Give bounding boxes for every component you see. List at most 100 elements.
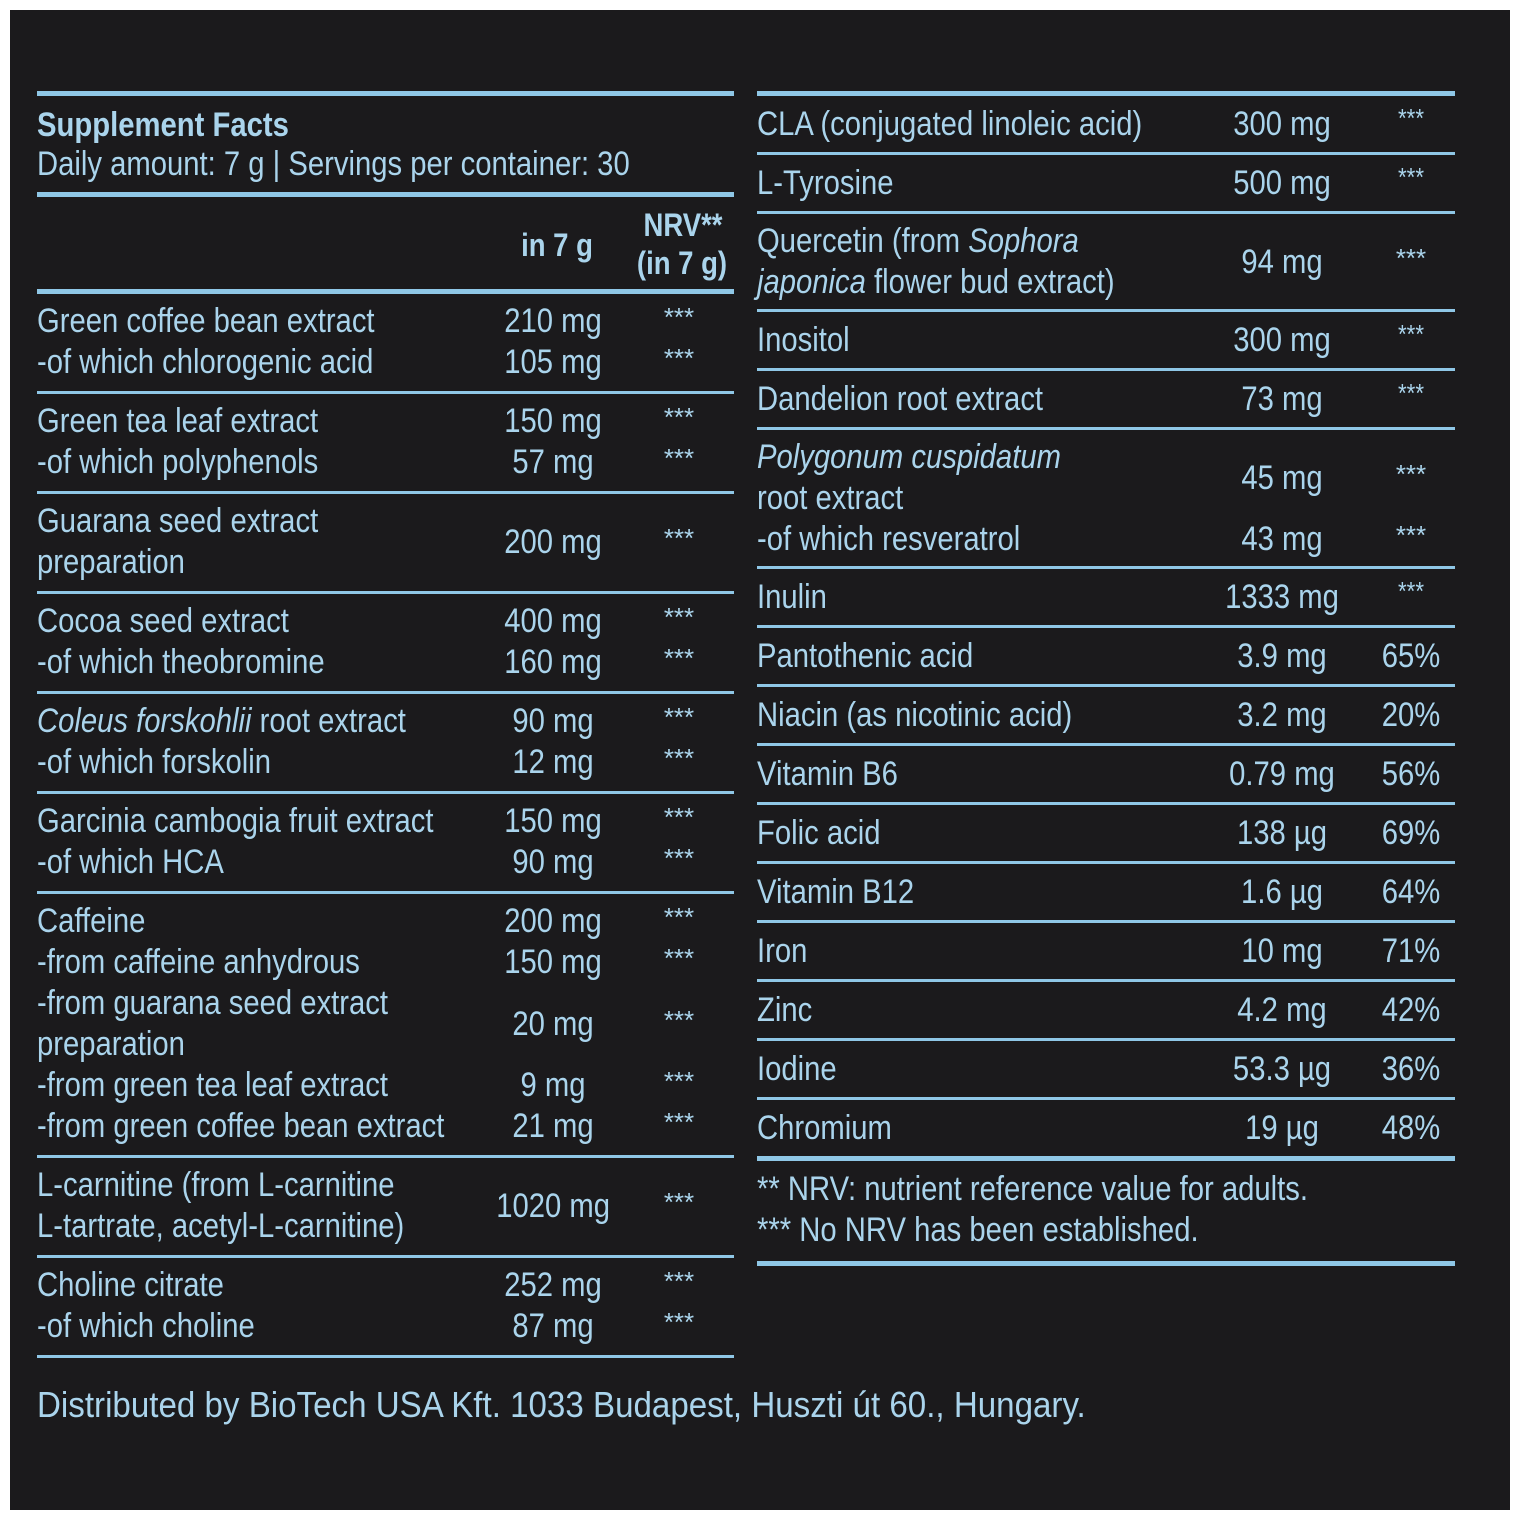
facts-subtitle: Daily amount: 7 g | Servings per contain… <box>37 145 630 183</box>
ingredient-amount: 200 mg <box>504 902 602 940</box>
right-ingredient-list: CLA (conjugated linoleic acid) 300 mg *** L… <box>757 96 1455 1156</box>
ingredient-name-italic: Polygonum cuspidatum <box>757 438 1061 476</box>
ingredient-amount: 53.3 µg <box>1232 1050 1332 1088</box>
ingredient-amount: 57 mg <box>512 443 594 481</box>
ingredient-line: Choline citrate 252 mg *** <box>37 1265 734 1306</box>
ingredient-amount: 210 mg <box>504 302 602 340</box>
ingredient-nrv: *** <box>663 443 695 473</box>
ingredient-name: Caffeine <box>37 902 146 940</box>
row-rule <box>757 368 1455 371</box>
row-rule <box>757 920 1455 923</box>
ingredient-name: Chromium <box>757 1109 892 1147</box>
group-rule <box>37 591 734 594</box>
ingredient-name-text: root extract <box>251 702 406 740</box>
right-column: CLA (conjugated linoleic acid) 300 mg *** L… <box>757 91 1455 1266</box>
ingredient-amount: 105 mg <box>504 343 602 381</box>
ingredient-nrv: *** <box>663 402 695 432</box>
ingredient-name: -from guarana seed extract <box>37 984 389 1022</box>
ingredient-line: -from caffeine anhydrous 150 mg *** <box>37 942 734 983</box>
ingredient-nrv: *** <box>1395 520 1427 550</box>
row-rule <box>757 566 1455 569</box>
ingredient-nrv: *** <box>663 1005 695 1035</box>
ingredient-line: -of which forskolin 12 mg *** <box>37 742 734 783</box>
ingredient-group: L-carnitine (from L-carnitine L-tartrate,… <box>37 1158 734 1255</box>
ingredient-name: CLA (conjugated linoleic acid) <box>757 105 1143 143</box>
ingredient-amount: 20 mg <box>512 1005 594 1043</box>
group-rule <box>37 1155 734 1158</box>
ingredient-name: -of which choline <box>37 1307 255 1345</box>
ingredient-amount: 3.9 mg <box>1237 637 1327 675</box>
ingredient-amount: 90 mg <box>512 843 594 881</box>
ingredient-name-text: Quercetin (from <box>757 222 969 260</box>
ingredient-row: Iodine 53.3 µg 36% <box>757 1041 1455 1097</box>
row-rule <box>757 211 1455 214</box>
ingredient-name: Inulin <box>757 578 827 616</box>
ingredient-name: Zinc <box>757 991 813 1029</box>
ingredient-amount: 300 mg <box>1233 105 1331 143</box>
row-rule <box>757 152 1455 155</box>
group-rule <box>37 1255 734 1258</box>
footnote-line: ** NRV: nutrient reference value for adu… <box>757 1170 1308 1208</box>
column-header: in 7 g NRV** (in 7 g) <box>37 197 734 289</box>
ingredient-name: L-Tyrosine <box>757 164 894 202</box>
ingredient-row: Chromium 19 µg 48% <box>757 1100 1455 1156</box>
ingredient-nrv: *** <box>1395 459 1427 489</box>
ingredient-name: Dandelion root extract <box>757 380 1044 418</box>
ingredient-name: -from green coffee bean extract <box>37 1107 445 1145</box>
ingredient-name: Cocoa seed extract <box>37 602 289 640</box>
row-rule <box>757 625 1455 628</box>
group-rule <box>37 691 734 694</box>
ingredient-nrv: 64% <box>1381 873 1441 911</box>
ingredient-amount: 19 µg <box>1245 1109 1319 1147</box>
group-rule <box>37 891 734 894</box>
ingredient-name: Garcinia cambogia fruit extract <box>37 802 434 840</box>
ingredient-group: Garcinia cambogia fruit extract 150 mg ***… <box>37 794 734 891</box>
ingredient-group: Quercetin (from Sophora japonica flower b… <box>757 214 1455 309</box>
row-rule <box>757 861 1455 864</box>
ingredient-name: Quercetin (from Sophora <box>757 221 1079 262</box>
ingredient-line: L-carnitine (from L-carnitine <box>37 1165 734 1206</box>
ingredient-name: Vitamin B6 <box>757 755 898 793</box>
ingredient-amount: 150 mg <box>504 802 602 840</box>
ingredient-nrv: *** <box>663 1187 695 1217</box>
row-rule <box>757 802 1455 805</box>
ingredient-line: -of which polyphenols 57 mg *** <box>37 442 734 483</box>
ingredient-name: L-tartrate, acetyl-L-carnitine) <box>37 1207 405 1245</box>
ingredient-row: L-Tyrosine 500 mg *** <box>757 155 1455 211</box>
ingredient-amount: 200 mg <box>504 523 602 561</box>
ingredient-group: Coleus forskohlii root extract 90 mg *** -o… <box>37 694 734 791</box>
ingredient-name: root extract <box>757 479 904 517</box>
row-rule <box>757 684 1455 687</box>
ingredient-nrv: 71% <box>1381 932 1441 970</box>
ingredient-row: Pantothenic acid 3.9 mg 65% <box>757 628 1455 684</box>
ingredient-group: Green tea leaf extract 150 mg *** -of which… <box>37 394 734 491</box>
group-rule <box>37 791 734 794</box>
nrv-header-line1: NRV** <box>643 207 723 243</box>
ingredient-amount: 21 mg <box>512 1107 594 1145</box>
ingredient-amount: 3.2 mg <box>1237 696 1327 734</box>
header-rule <box>37 192 734 197</box>
ingredient-name: Iodine <box>757 1050 837 1088</box>
ingredient-nrv: *** <box>663 643 695 673</box>
row-rule <box>757 309 1455 312</box>
ingredient-amount: 43 mg <box>1241 520 1323 558</box>
group-rule <box>37 1355 734 1358</box>
ingredient-name: -of which HCA <box>37 843 224 881</box>
ingredient-amount: 12 mg <box>512 743 594 781</box>
ingredient-name: Coleus forskohlii root extract <box>37 701 406 742</box>
ingredient-row: Vitamin B6 0.79 mg 56% <box>757 746 1455 802</box>
right-top-rule <box>757 91 1455 96</box>
ingredient-nrv: *** <box>663 943 695 973</box>
ingredient-amount: 150 mg <box>504 402 602 440</box>
ingredient-nrv: *** <box>1397 576 1425 606</box>
ingredient-line: Green coffee bean extract 210 mg *** <box>37 301 734 342</box>
top-rule <box>37 91 734 96</box>
ingredient-name-italic: japonica <box>757 263 866 301</box>
ingredient-group: Green coffee bean extract 210 mg *** -of wh… <box>37 294 734 391</box>
ingredient-line: -from green tea leaf extract 9 mg *** <box>37 1065 734 1106</box>
ingredient-line: -from guarana seed extract <box>37 983 734 1024</box>
group-rule <box>37 491 734 494</box>
ingredient-line: Garcinia cambogia fruit extract 150 mg *** <box>37 801 734 842</box>
ingredient-name: Choline citrate <box>37 1266 224 1304</box>
ingredient-nrv: *** <box>1397 378 1425 408</box>
